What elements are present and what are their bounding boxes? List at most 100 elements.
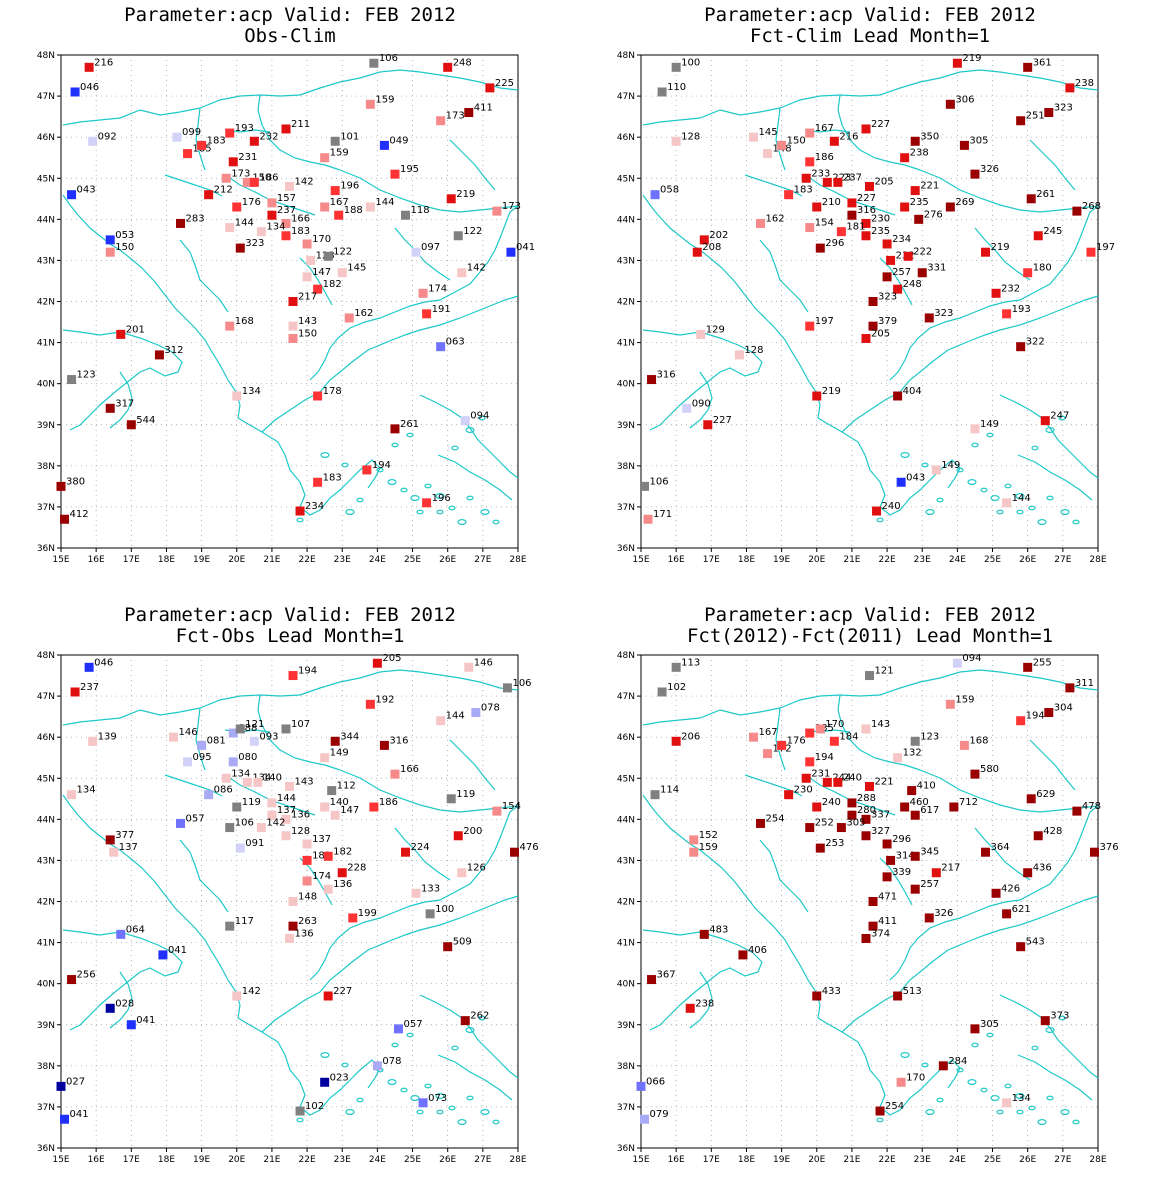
station-value-label: 095 [193, 752, 212, 763]
lat-tick-label: 44N [37, 215, 55, 225]
station-value-label: 344 [340, 731, 359, 742]
station-value-label: 304 [1054, 703, 1073, 714]
lat-tick-label: 36N [37, 544, 55, 554]
station-value-label: 230 [794, 785, 813, 796]
island [436, 1109, 444, 1115]
station-marker [235, 843, 245, 853]
island [936, 497, 944, 503]
station-value-label: 142 [266, 818, 285, 829]
station-marker [1023, 268, 1033, 278]
station-marker [868, 297, 878, 306]
coastline [974, 227, 1031, 281]
station-marker [805, 128, 815, 138]
station-value-label: 219 [991, 242, 1010, 253]
station-marker [1033, 231, 1043, 241]
station-value-label: 100 [435, 904, 454, 915]
station-marker [734, 350, 744, 360]
coastline [139, 107, 201, 116]
station-marker [295, 506, 305, 516]
lon-tick-label: 16E [88, 1155, 105, 1165]
station-marker [176, 218, 186, 228]
island [435, 1093, 445, 1100]
station-value-label: 323 [878, 292, 897, 303]
station-marker [868, 921, 878, 931]
station-value-label: 137 [119, 842, 138, 853]
station-value-label: 023 [330, 1072, 349, 1083]
station-value-label: 205 [875, 176, 894, 187]
station-value-label: 173 [446, 111, 465, 122]
coastline [919, 169, 1099, 213]
station-value-label: 316 [389, 735, 408, 746]
island [480, 1109, 490, 1116]
station-marker [865, 671, 874, 681]
station-marker [253, 777, 263, 787]
station-marker [991, 888, 1001, 898]
island [980, 1087, 988, 1093]
island [478, 1015, 486, 1021]
station-value-label: 284 [948, 1056, 967, 1067]
island [925, 1109, 935, 1116]
station-marker [1040, 1016, 1050, 1026]
island [956, 1067, 964, 1073]
station-value-label: 146 [474, 657, 493, 668]
station-value-label: 380 [66, 476, 85, 487]
station-marker [829, 136, 839, 146]
station-marker [225, 823, 235, 833]
lat-tick-label: 41N [37, 939, 55, 949]
island [1004, 483, 1012, 489]
coastline [719, 707, 781, 716]
station-marker [671, 62, 681, 72]
lon-tick-label: 27E [1054, 1155, 1071, 1165]
station-value-label: 227 [333, 986, 352, 997]
lat-tick-label: 47N [617, 692, 635, 702]
lon-tick-label: 17E [123, 1155, 140, 1165]
station-marker [657, 687, 667, 697]
station-marker [267, 810, 277, 820]
station-marker [1072, 206, 1082, 216]
lon-tick-label: 24E [369, 555, 386, 565]
lon-tick-label: 19E [193, 1155, 210, 1165]
coastline [199, 94, 301, 109]
station-value-label: 183 [291, 226, 310, 237]
station-marker [154, 350, 164, 360]
station-marker [323, 884, 333, 894]
coastline [261, 295, 519, 433]
station-value-label: 170 [825, 719, 844, 730]
lon-tick-label: 25E [404, 555, 421, 565]
station-marker [183, 149, 193, 159]
island [1060, 509, 1070, 516]
station-value-label: 237 [80, 682, 99, 693]
lat-tick-label: 40N [617, 380, 635, 390]
station-value-label: 376 [1099, 842, 1118, 853]
station-value-label: 128 [744, 345, 763, 356]
lon-tick-label: 15E [52, 555, 69, 565]
station-marker [372, 658, 382, 668]
station-marker [197, 740, 207, 750]
station-value-label: 114 [660, 785, 679, 796]
station-value-label: 433 [822, 986, 841, 997]
station-value-label: 202 [709, 230, 728, 241]
station-marker [671, 662, 681, 672]
lat-tick-label: 42N [617, 898, 635, 908]
coastline [339, 169, 519, 213]
station-value-label: 080 [238, 752, 257, 763]
lon-tick-label: 23E [914, 555, 931, 565]
station-marker [748, 732, 758, 742]
island [1015, 1093, 1025, 1100]
coastline [889, 205, 1099, 381]
station-marker [436, 342, 446, 352]
station-marker [401, 210, 411, 220]
station-value-label: 129 [706, 324, 725, 335]
station-value-label: 148 [298, 892, 317, 903]
coastline [759, 839, 809, 913]
coastline [642, 119, 681, 126]
station-value-label: 197 [1096, 242, 1115, 253]
coastline [309, 205, 519, 381]
station-value-label: 170 [312, 234, 331, 245]
island [1045, 427, 1055, 434]
station-marker [393, 1024, 403, 1034]
station-value-label: 118 [411, 205, 430, 216]
lat-tick-label: 36N [617, 1144, 635, 1154]
station-marker [453, 831, 463, 841]
station-marker [805, 757, 815, 767]
